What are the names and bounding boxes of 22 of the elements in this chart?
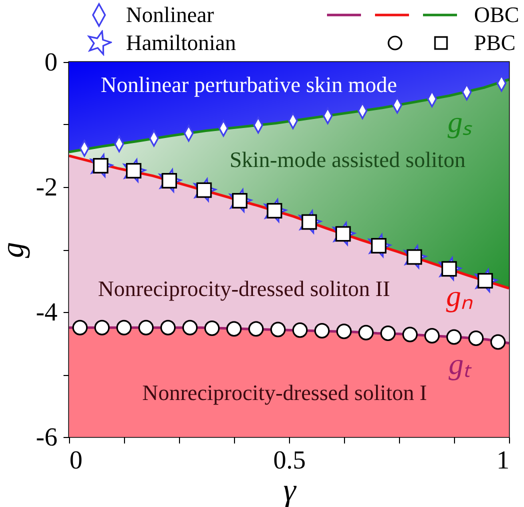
x-tick-label: 1 [496,446,510,474]
annotation: Nonreciprocity-dressed soliton II [98,276,390,301]
x-tick-label: 0 [70,446,82,474]
x-axis-title: γ [283,472,298,507]
legend-label: Nonlinear [126,2,214,28]
legend-label: Hamiltonian [126,30,236,56]
annotation: Nonreciprocity-dressed soliton I [142,380,427,405]
y-tick-label: -2 [36,172,58,202]
annotation: gₜ [448,348,473,381]
x-tick-label: 0.5 [273,446,306,474]
line-series [69,326,509,345]
annotation: gₙ [446,280,474,313]
annotation: gₛ [448,106,473,139]
line-series [69,78,509,154]
legend-label: OBC [474,2,520,28]
y-tick-label: -6 [36,422,58,452]
annotation: Skin-mode assisted soliton [230,147,466,172]
y-tick-label: -4 [36,298,58,326]
y-axis-title: g [0,242,30,258]
y-tick-label: 0 [44,48,58,76]
annotation: Nonlinear perturbative skin mode [100,72,398,97]
legend-label: PBC [474,30,517,56]
